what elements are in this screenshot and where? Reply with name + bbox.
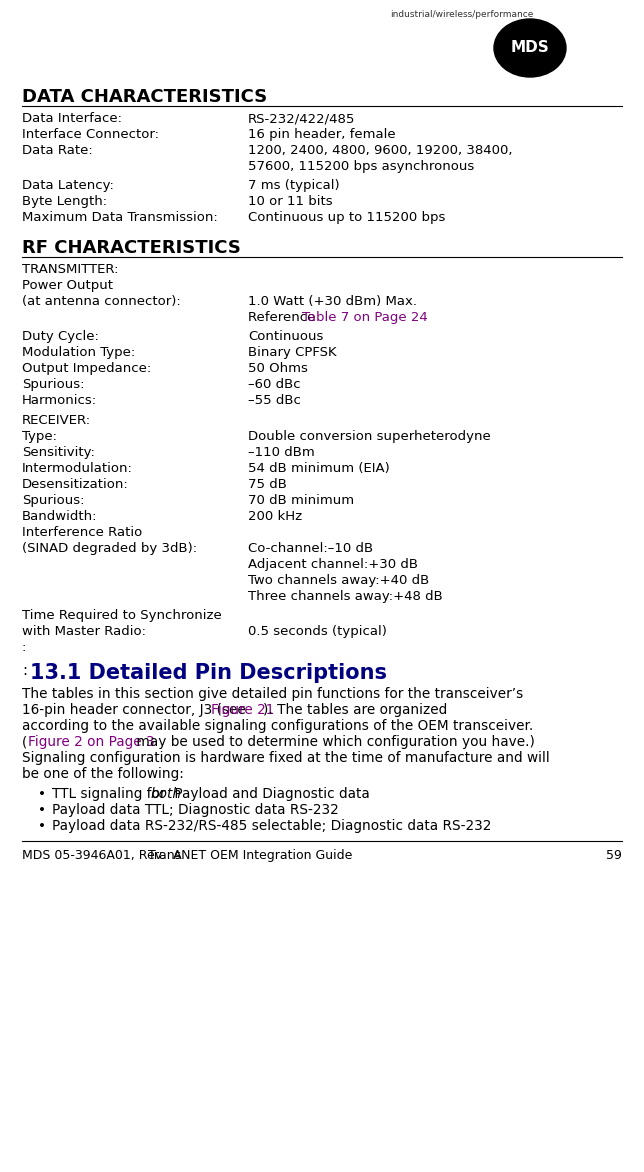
Text: with Master Radio:: with Master Radio: <box>22 625 146 638</box>
Text: Power Output: Power Output <box>22 279 113 292</box>
Text: Interference Ratio: Interference Ratio <box>22 526 142 539</box>
Text: Sensitivity:: Sensitivity: <box>22 447 95 459</box>
Text: 1200, 2400, 4800, 9600, 19200, 38400,: 1200, 2400, 4800, 9600, 19200, 38400, <box>248 144 513 157</box>
Text: Signaling configuration is hardware fixed at the time of manufacture and will: Signaling configuration is hardware fixe… <box>22 751 550 765</box>
Text: MDS 05-3946A01, Rev.  A: MDS 05-3946A01, Rev. A <box>22 849 182 861</box>
Text: DATA CHARACTERISTICS: DATA CHARACTERISTICS <box>22 88 267 105</box>
Text: The tables in this section give detailed pin functions for the transceiver’s: The tables in this section give detailed… <box>22 687 523 701</box>
Text: industrial/wireless/performance: industrial/wireless/performance <box>390 11 533 19</box>
Text: Figure 21: Figure 21 <box>211 703 274 717</box>
Text: Payload data RS-232/RS-485 selectable; Diagnostic data RS-232: Payload data RS-232/RS-485 selectable; D… <box>52 819 491 833</box>
Text: 70 dB minimum: 70 dB minimum <box>248 495 354 507</box>
Text: TRANSMITTER:: TRANSMITTER: <box>22 263 118 275</box>
Text: Double conversion superheterodyne: Double conversion superheterodyne <box>248 430 491 443</box>
Text: may be used to determine which configuration you have.): may be used to determine which configura… <box>132 735 535 749</box>
Text: ). The tables are organized: ). The tables are organized <box>263 703 447 717</box>
Text: •: • <box>38 788 46 800</box>
Text: 10 or 11 bits: 10 or 11 bits <box>248 195 332 207</box>
Text: :: : <box>22 641 26 654</box>
Text: RECEIVER:: RECEIVER: <box>22 414 91 427</box>
Text: 75 dB: 75 dB <box>248 478 287 491</box>
Text: Payload and Diagnostic data: Payload and Diagnostic data <box>170 788 370 800</box>
Text: TransNET OEM Integration Guide: TransNET OEM Integration Guide <box>148 849 352 861</box>
Text: Desensitization:: Desensitization: <box>22 478 129 491</box>
Text: Modulation Type:: Modulation Type: <box>22 346 135 359</box>
Text: Interface Connector:: Interface Connector: <box>22 128 159 141</box>
Text: according to the available signaling configurations of the OEM transceiver.: according to the available signaling con… <box>22 718 533 732</box>
Text: 0.5 seconds (typical): 0.5 seconds (typical) <box>248 625 387 638</box>
Text: RF CHARACTERISTICS: RF CHARACTERISTICS <box>22 239 241 257</box>
Text: Continuous up to 115200 bps: Continuous up to 115200 bps <box>248 211 446 224</box>
Text: Type:: Type: <box>22 430 57 443</box>
Text: 57600, 115200 bps asynchronous: 57600, 115200 bps asynchronous <box>248 161 474 173</box>
Text: Binary CPFSK: Binary CPFSK <box>248 346 337 359</box>
Text: Table 7 on Page 24: Table 7 on Page 24 <box>302 311 428 323</box>
Text: –110 dBm: –110 dBm <box>248 447 315 459</box>
Text: Data Rate:: Data Rate: <box>22 144 93 157</box>
Text: Bandwidth:: Bandwidth: <box>22 510 97 523</box>
Text: –55 dBc: –55 dBc <box>248 394 301 407</box>
Text: 200 kHz: 200 kHz <box>248 510 302 523</box>
Text: 16 pin header, female: 16 pin header, female <box>248 128 395 141</box>
Text: Three channels away:+48 dB: Three channels away:+48 dB <box>248 590 443 604</box>
Text: 50 Ohms: 50 Ohms <box>248 362 308 375</box>
Text: be one of the following:: be one of the following: <box>22 766 184 781</box>
Text: 13.1 Detailed Pin Descriptions: 13.1 Detailed Pin Descriptions <box>30 663 387 683</box>
Text: •: • <box>38 803 46 817</box>
Text: Spurious:: Spurious: <box>22 495 84 507</box>
Text: •: • <box>38 819 46 833</box>
Text: Duty Cycle:: Duty Cycle: <box>22 331 99 343</box>
Text: 54 dB minimum (EIA): 54 dB minimum (EIA) <box>248 462 390 475</box>
Text: 16-pin header connector, J3 (see: 16-pin header connector, J3 (see <box>22 703 250 717</box>
Text: Continuous: Continuous <box>248 331 323 343</box>
Text: Maximum Data Transmission:: Maximum Data Transmission: <box>22 211 218 224</box>
Text: RS-232/422/485: RS-232/422/485 <box>248 113 355 125</box>
Text: :: : <box>22 663 27 677</box>
Text: Data Latency:: Data Latency: <box>22 179 114 192</box>
Text: MDS: MDS <box>511 41 549 55</box>
Text: Intermodulation:: Intermodulation: <box>22 462 133 475</box>
Text: Payload data TTL; Diagnostic data RS-232: Payload data TTL; Diagnostic data RS-232 <box>52 803 339 817</box>
Text: Adjacent channel:+30 dB: Adjacent channel:+30 dB <box>248 558 418 571</box>
Text: –60 dBc: –60 dBc <box>248 379 301 391</box>
Text: Figure 2 on Page 3: Figure 2 on Page 3 <box>28 735 155 749</box>
Text: Two channels away:+40 dB: Two channels away:+40 dB <box>248 574 430 587</box>
Text: Spurious:: Spurious: <box>22 379 84 391</box>
Ellipse shape <box>494 19 566 77</box>
Text: (at antenna connector):: (at antenna connector): <box>22 295 181 308</box>
Text: TTL signaling for: TTL signaling for <box>52 788 170 800</box>
Text: (: ( <box>22 735 27 749</box>
Text: 1.0 Watt (+30 dBm) Max.: 1.0 Watt (+30 dBm) Max. <box>248 295 417 308</box>
Text: Harmonics:: Harmonics: <box>22 394 97 407</box>
Text: both: both <box>150 788 181 800</box>
Text: Data Interface:: Data Interface: <box>22 113 122 125</box>
Text: Time Required to Synchronize: Time Required to Synchronize <box>22 609 222 622</box>
Text: 59: 59 <box>606 849 622 861</box>
Text: Reference: Reference <box>248 311 319 323</box>
Text: Output Impedance:: Output Impedance: <box>22 362 151 375</box>
Text: 7 ms (typical): 7 ms (typical) <box>248 179 339 192</box>
Text: (SINAD degraded by 3dB):: (SINAD degraded by 3dB): <box>22 541 197 556</box>
Text: Byte Length:: Byte Length: <box>22 195 107 207</box>
Text: Co-channel:–10 dB: Co-channel:–10 dB <box>248 541 373 556</box>
